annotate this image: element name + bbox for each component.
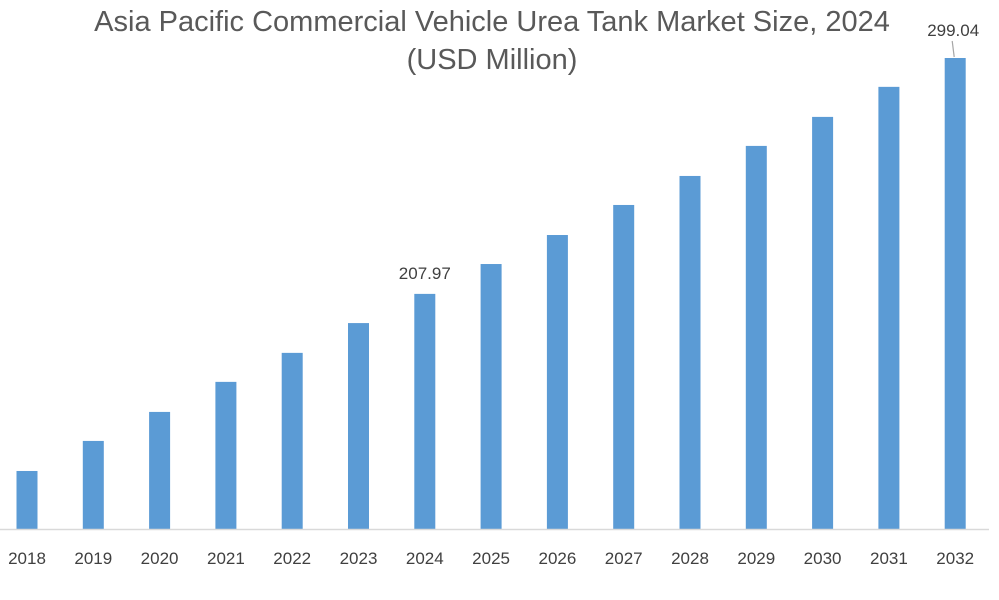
chart-subtitle: (USD Million): [406, 44, 578, 76]
x-tick-label: 2021: [207, 549, 245, 568]
bar-2018: [16, 470, 38, 529]
bar-2025: [480, 264, 502, 529]
bar-2029: [745, 145, 767, 530]
x-tick-label: 2030: [804, 549, 842, 568]
bar-2030: [812, 116, 834, 529]
chart-title: Asia Pacific Commercial Vehicle Urea Tan…: [94, 6, 890, 38]
bar-2024: [414, 293, 436, 529]
bar-2022: [281, 352, 303, 529]
bar-2026: [546, 235, 568, 529]
bar-2020: [149, 411, 171, 529]
x-tick-label: 2022: [273, 549, 311, 568]
bar-2023: [348, 323, 369, 529]
x-tick-label: 2025: [472, 549, 510, 568]
x-tick-label: 2019: [74, 549, 112, 568]
bar-2032: [944, 58, 966, 529]
data-label-2032: 299.04: [927, 21, 979, 40]
x-tick-label: 2032: [936, 549, 974, 568]
x-tick-label: 2020: [141, 549, 179, 568]
bar-2028: [679, 175, 701, 529]
x-tick-label: 2026: [538, 549, 576, 568]
x-tick-label: 2027: [605, 549, 643, 568]
bar-2027: [613, 204, 635, 529]
bar-2031: [878, 86, 900, 529]
x-tick-label: 2028: [671, 549, 709, 568]
x-tick-label: 2024: [406, 549, 444, 568]
x-tick-label: 2029: [737, 549, 775, 568]
bar-2019: [82, 440, 104, 529]
x-tick-label: 2023: [340, 549, 378, 568]
leader-line: [951, 40, 955, 58]
bar-2021: [215, 381, 237, 529]
data-label-2024: 207.97: [399, 264, 451, 283]
x-tick-label: 2031: [870, 549, 908, 568]
x-tick-label: 2018: [8, 549, 46, 568]
